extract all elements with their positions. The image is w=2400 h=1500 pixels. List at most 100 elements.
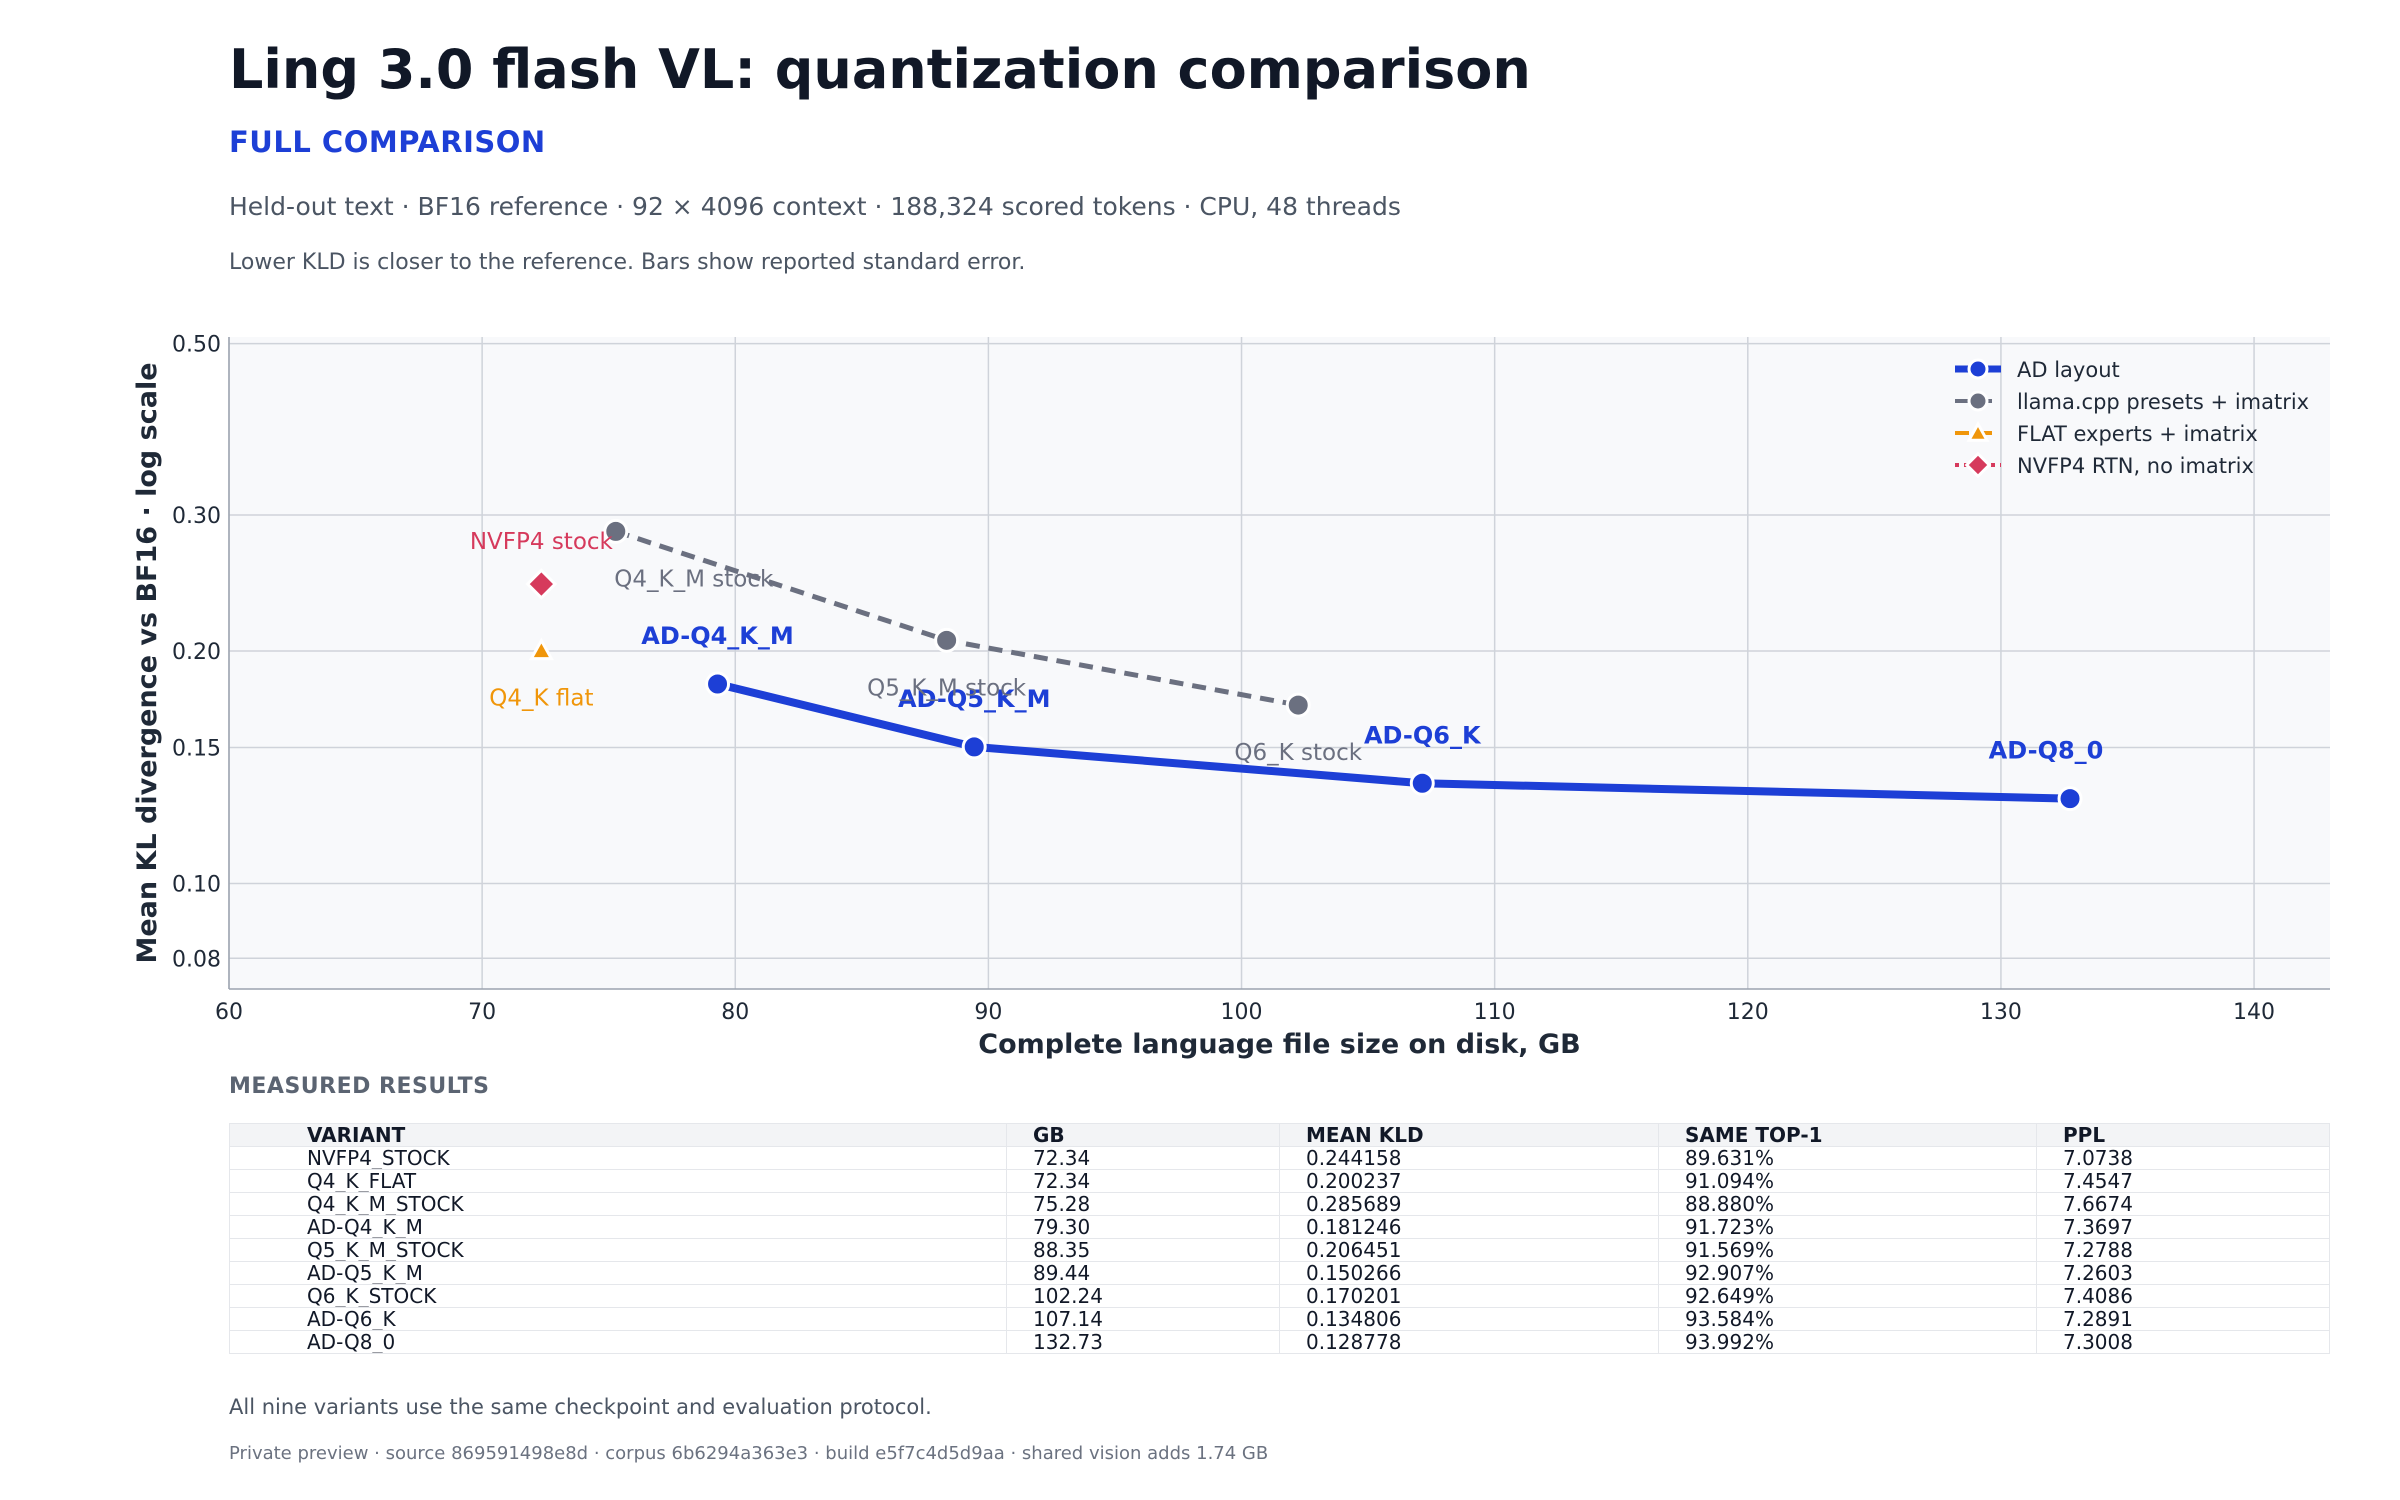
- table-cell: 7.2788: [2036, 1238, 2330, 1262]
- results-heading: MEASURED RESULTS: [229, 1074, 490, 1099]
- point-label: AD-Q8_0: [1989, 737, 2104, 765]
- table-cell: 0.128778: [1279, 1330, 1659, 1354]
- data-point: [934, 627, 960, 653]
- table-cell: AD-Q5_K_M: [229, 1261, 1007, 1285]
- table-cell: 7.6674: [2036, 1192, 2330, 1216]
- table-cell: 92.907%: [1658, 1261, 2037, 1285]
- table-cell: 0.134806: [1279, 1307, 1659, 1331]
- table-row: NVFP4_STOCK 72.34 0.244158 89.631% 7.0738: [229, 1146, 2330, 1170]
- table-cell: 0.285689: [1279, 1192, 1659, 1216]
- table-cell: 93.584%: [1658, 1307, 2037, 1331]
- table-cell: Q4_K_M_STOCK: [229, 1192, 1007, 1216]
- x-tick-label: 60: [215, 1000, 243, 1025]
- data-point: [603, 518, 629, 544]
- legend-label: FLAT experts + imatrix: [2017, 422, 2258, 446]
- table-cell: AD-Q4_K_M: [229, 1215, 1007, 1239]
- table-cell: Q5_K_M_STOCK: [229, 1238, 1007, 1262]
- x-axis-label: Complete language file size on disk, GB: [978, 1029, 1580, 1060]
- point-label: Q5_K_M stock: [867, 675, 1027, 701]
- table-cell: 89.631%: [1658, 1146, 2037, 1170]
- table-row: AD-Q5_K_M 89.44 0.150266 92.907% 7.2603: [229, 1261, 2330, 1285]
- legend-marker: [1967, 358, 1989, 380]
- legend-marker: [1966, 420, 1990, 442]
- table-cell: 7.3008: [2036, 1330, 2330, 1354]
- table-row: AD-Q6_K 107.14 0.134806 93.584% 7.2891: [229, 1307, 2330, 1331]
- x-tick-label: 100: [1221, 1000, 1263, 1025]
- column-header: MEAN KLD: [1279, 1123, 1659, 1147]
- table-cell: Q6_K_STOCK: [229, 1284, 1007, 1308]
- table-cell: 92.649%: [1658, 1284, 2037, 1308]
- preview-line: Private preview · source 869591498e8d · …: [229, 1443, 1269, 1464]
- table-row: Q6_K_STOCK 102.24 0.170201 92.649% 7.4086: [229, 1284, 2330, 1308]
- legend-label: AD layout: [2017, 358, 2120, 382]
- table-row: AD-Q8_0 132.73 0.128778 93.992% 7.3008: [229, 1330, 2330, 1354]
- legend-label: llama.cpp presets + imatrix: [2017, 390, 2309, 414]
- point-label: Q4_K_M stock: [614, 566, 774, 592]
- kld-chart: 60 70 80 90 100 110 120 130 140 0.08 0.10 0.15 0.20 0…: [132, 333, 2330, 1060]
- data-point: [1285, 692, 1311, 718]
- point-label: AD-Q4_K_M: [641, 622, 793, 650]
- table-cell: 0.150266: [1279, 1261, 1659, 1285]
- point-label: Q6_K stock: [1234, 740, 1362, 766]
- y-tick-label: 0.15: [172, 736, 221, 761]
- y-tick-label: 0.20: [172, 640, 221, 665]
- table-cell: 72.34: [1006, 1169, 1280, 1193]
- table-cell: NVFP4_STOCK: [229, 1146, 1007, 1170]
- y-tick-label: 0.30: [172, 504, 221, 529]
- x-tick-label: 90: [974, 1000, 1002, 1025]
- column-header: GB: [1006, 1123, 1280, 1147]
- table-row: Q4_K_M_STOCK 75.28 0.285689 88.880% 7.6674: [229, 1192, 2330, 1216]
- point-label: Q4_K flat: [489, 686, 593, 712]
- table-cell: 88.880%: [1658, 1192, 2037, 1216]
- data-point: [528, 637, 554, 661]
- table-cell: AD-Q6_K: [229, 1307, 1007, 1331]
- point-label: AD-Q6_K: [1364, 721, 1482, 749]
- column-header: VARIANT: [229, 1123, 1007, 1147]
- table-row: AD-Q4_K_M 79.30 0.181246 91.723% 7.3697: [229, 1215, 2330, 1239]
- legend-label: NVFP4 RTN, no imatrix: [2017, 454, 2254, 478]
- table-row: Q5_K_M_STOCK 88.35 0.206451 91.569% 7.2788: [229, 1238, 2330, 1262]
- y-tick-label: 0.50: [172, 333, 221, 358]
- x-tick-label: 130: [1980, 1000, 2022, 1025]
- table-cell: 0.244158: [1279, 1146, 1659, 1170]
- subtitle: Held-out text · BF16 reference · 92 × 40…: [229, 192, 1401, 221]
- table-cell: 79.30: [1006, 1215, 1280, 1239]
- table-cell: 102.24: [1006, 1284, 1280, 1308]
- point-label: AD-Q5_K_M: [898, 685, 1050, 713]
- column-header: SAME TOP-1: [1658, 1123, 2037, 1147]
- table-cell: 7.4547: [2036, 1169, 2330, 1193]
- x-tick-label: 140: [2233, 1000, 2275, 1025]
- x-tick-label: 110: [1474, 1000, 1516, 1025]
- x-tick-label: 80: [721, 1000, 749, 1025]
- table-cell: 0.181246: [1279, 1215, 1659, 1239]
- table-cell: 0.200237: [1279, 1169, 1659, 1193]
- series-line: [716, 680, 2071, 803]
- chart-note: Lower KLD is closer to the reference. Ba…: [229, 250, 1026, 275]
- table-cell: 7.0738: [2036, 1146, 2330, 1170]
- table-cell: 93.992%: [1658, 1330, 2037, 1354]
- table-cell: 72.34: [1006, 1146, 1280, 1170]
- data-point: [1409, 770, 1435, 796]
- data-point: [961, 734, 987, 760]
- data-point: [525, 568, 558, 600]
- x-tick-label: 120: [1727, 1000, 1769, 1025]
- table-cell: 7.2603: [2036, 1261, 2330, 1285]
- data-point: [2057, 786, 2083, 812]
- table-cell: AD-Q8_0: [229, 1330, 1007, 1354]
- y-tick-label: 0.10: [172, 872, 221, 897]
- legend-marker: [1964, 451, 1992, 479]
- x-tick-label: 70: [468, 1000, 496, 1025]
- table-row: Q4_K_FLAT 72.34 0.200237 91.094% 7.4547: [229, 1169, 2330, 1193]
- table-cell: 7.3697: [2036, 1215, 2330, 1239]
- table-cell: 132.73: [1006, 1330, 1280, 1354]
- table-cell: 91.569%: [1658, 1238, 2037, 1262]
- table-cell: 7.2891: [2036, 1307, 2330, 1331]
- table-cell: Q4_K_FLAT: [229, 1169, 1007, 1193]
- y-axis-label: Mean KL divergence vs BF16 · log scale: [132, 362, 163, 963]
- point-label: NVFP4 stock: [470, 529, 614, 555]
- column-header: PPL: [2036, 1123, 2330, 1147]
- table-cell: 7.4086: [2036, 1284, 2330, 1308]
- results-table: VARIANT GB MEAN KLD SAME TOP-1 PPL NVFP4_STO…: [229, 1123, 2330, 1354]
- table-header-row: VARIANT GB MEAN KLD SAME TOP-1 PPL: [229, 1123, 2330, 1147]
- y-tick-label: 0.08: [172, 947, 221, 972]
